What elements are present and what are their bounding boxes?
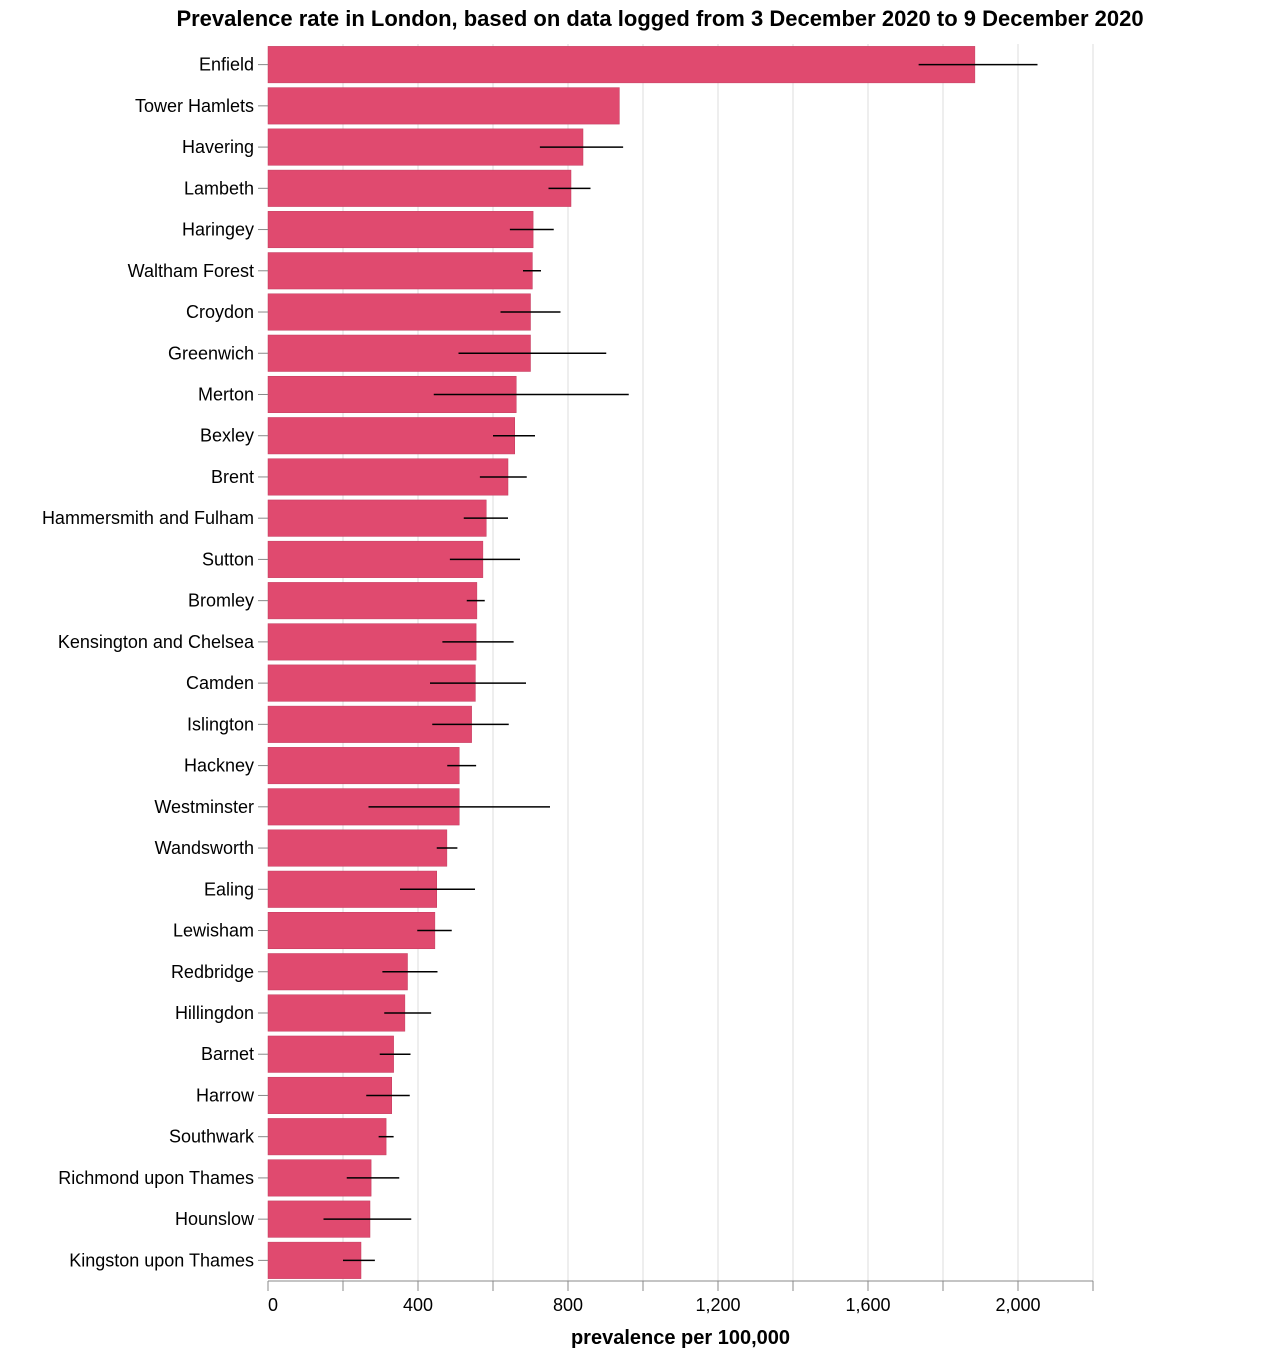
- y-tick-label: Westminster: [154, 797, 254, 817]
- bar: [267, 499, 487, 537]
- x-axis-title: prevalence per 100,000: [571, 1327, 790, 1349]
- bar: [267, 128, 584, 166]
- bar: [267, 211, 534, 249]
- y-tick-label: Greenwich: [168, 343, 254, 363]
- y-tick-label: Ealing: [204, 879, 254, 899]
- y-tick-label: Hounslow: [175, 1209, 255, 1229]
- chart-title: Prevalence rate in London, based on data…: [176, 6, 1144, 31]
- x-tick-label: 2,000: [995, 1295, 1040, 1315]
- y-tick-label: Tower Hamlets: [135, 96, 254, 116]
- y-tick-label: Bromley: [188, 591, 254, 611]
- bars: [267, 46, 976, 1279]
- y-tick-label: Hammersmith and Fulham: [42, 508, 254, 528]
- y-tick-label: Waltham Forest: [128, 261, 254, 281]
- y-tick-label: Lambeth: [184, 178, 254, 198]
- bar: [267, 458, 509, 496]
- x-tick-label: 400: [403, 1295, 433, 1315]
- y-tick-label: Merton: [198, 384, 254, 404]
- bar: [267, 582, 478, 620]
- y-tick-label: Brent: [211, 467, 254, 487]
- bar: [267, 293, 531, 331]
- y-tick-label: Hillingdon: [175, 1003, 254, 1023]
- y-tick-label: Redbridge: [171, 962, 254, 982]
- x-axis: 0 400 800 1,200 1,600 2,000: [267, 1280, 1094, 1315]
- y-tick-label: Harrow: [196, 1085, 255, 1105]
- y-tick-label: Lewisham: [173, 921, 254, 941]
- bar: [267, 169, 572, 207]
- y-tick-label: Wandsworth: [155, 838, 254, 858]
- bar: [267, 747, 460, 785]
- bar: [267, 417, 515, 455]
- bar: [267, 829, 448, 867]
- bar: [267, 252, 533, 290]
- y-tick-label: Croydon: [186, 302, 254, 322]
- bar: [267, 540, 484, 578]
- y-tick-label: Haringey: [182, 220, 254, 240]
- y-tick-label: Havering: [182, 137, 254, 157]
- y-tick-label: Barnet: [201, 1044, 254, 1064]
- y-tick-label: Richmond upon Thames: [58, 1168, 254, 1188]
- bar: [267, 87, 620, 125]
- x-tick-label: 1,200: [695, 1295, 740, 1315]
- y-tick-label: Enfield: [199, 55, 254, 75]
- y-tick-label: Bexley: [200, 426, 254, 446]
- grid-lines: [342, 44, 1094, 1281]
- bar: [267, 46, 976, 84]
- y-tick-label: Kingston upon Thames: [69, 1250, 254, 1270]
- y-tick-label: Southwark: [169, 1127, 255, 1147]
- error-bars: [323, 63, 1038, 1262]
- x-tick-label: 0: [268, 1295, 278, 1315]
- bar: [267, 1118, 387, 1156]
- x-tick-label: 1,600: [845, 1295, 890, 1315]
- y-tick-label: Kensington and Chelsea: [58, 632, 255, 652]
- bar: [267, 912, 436, 950]
- y-tick-label: Hackney: [184, 756, 254, 776]
- y-axis: Enfield Tower Hamlets Havering Lambeth Harin…: [42, 55, 268, 1270]
- y-tick-label: Sutton: [202, 549, 254, 569]
- bar: [267, 1035, 394, 1073]
- y-tick-label: Camden: [186, 673, 254, 693]
- x-tick-label: 800: [553, 1295, 583, 1315]
- y-tick-label: Islington: [187, 714, 254, 734]
